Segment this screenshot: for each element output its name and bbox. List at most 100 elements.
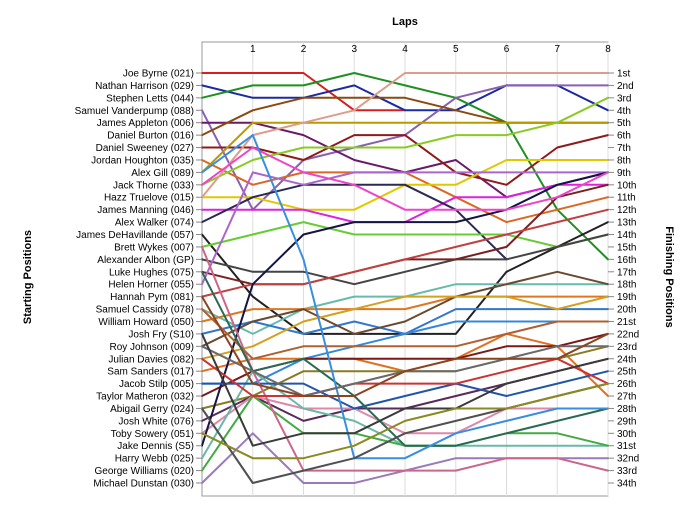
y-axis-title-right: Finishing Positions — [663, 226, 675, 327]
series-line — [201, 221, 609, 248]
starting-position-label: Jack Thorne (033) — [113, 180, 194, 191]
finishing-position-label: 22nd — [617, 329, 639, 340]
starting-position-label: James Appleton (006) — [97, 118, 194, 129]
finishing-position-label: 32nd — [617, 454, 639, 465]
x-axis-title: Laps — [392, 16, 418, 28]
x-tick-label: 6 — [504, 44, 510, 55]
finishing-position-label: 12th — [617, 205, 636, 216]
series-line — [201, 245, 609, 472]
x-tick-label: 1 — [250, 44, 256, 55]
x-tick-label: 4 — [402, 44, 408, 55]
x-tick-labels: 1 2 3 4 5 6 7 8 — [250, 44, 611, 55]
starting-position-label: Alex Walker (074) — [115, 218, 194, 229]
finishing-position-label: 19th — [617, 292, 636, 303]
series-line — [201, 270, 609, 447]
finishing-position-label: 4th — [617, 106, 631, 117]
finishing-position-label: 11th — [617, 193, 636, 204]
starting-position-label: Nathan Harrison (029) — [95, 81, 194, 92]
finishing-position-label: 9th — [617, 168, 631, 179]
starting-position-label: Alexander Albon (GP) — [97, 255, 194, 266]
finishing-position-label: 6th — [617, 131, 631, 142]
finishing-position-label: 20th — [617, 305, 636, 316]
starting-position-label: Hazz Truelove (015) — [104, 193, 194, 204]
series-line — [201, 146, 609, 211]
finishing-position-label: 24th — [617, 354, 636, 365]
series-line — [201, 134, 609, 460]
finishing-position-label: 29th — [617, 416, 636, 427]
finishing-position-label: 15th — [617, 242, 636, 253]
series-line — [201, 121, 609, 174]
finishing-position-label: 10th — [617, 180, 636, 191]
starting-position-label: George Williams (020) — [95, 466, 194, 477]
starting-position-label: Helen Horner (055) — [108, 280, 194, 291]
series-line — [201, 357, 609, 397]
finishing-position-label: 8th — [617, 155, 631, 166]
starting-position-label: Josh White (076) — [118, 416, 194, 427]
starting-position-label: Hannah Pym (081) — [110, 292, 194, 303]
starting-position-label: Roy Johnson (009) — [110, 342, 195, 353]
finishing-position-label: 31st — [617, 441, 636, 452]
finishing-position-label: 1st — [617, 69, 631, 80]
starting-position-label: Jake Dennis (S5) — [117, 441, 194, 452]
starting-position-label: Joe Byrne (021) — [123, 69, 194, 80]
starting-position-labels: Joe Byrne (021)Nathan Harrison (029)Step… — [75, 69, 202, 490]
starting-position-label: Jordan Houghton (035) — [91, 155, 194, 166]
finishing-position-label: 5th — [617, 118, 631, 129]
starting-position-label: Michael Dunstan (030) — [93, 479, 194, 490]
starting-position-label: William Howard (050) — [98, 317, 194, 328]
x-tick-label: 8 — [605, 44, 611, 55]
finishing-position-label: 26th — [617, 379, 636, 390]
starting-position-label: Sam Sanders (017) — [107, 367, 194, 378]
series-line — [201, 332, 609, 447]
series-line — [201, 270, 609, 348]
finishing-position-label: 3rd — [617, 93, 631, 104]
finishing-position-label: 2nd — [617, 81, 634, 92]
series-layer — [201, 72, 609, 484]
starting-position-label: Luke Hughes (075) — [109, 267, 194, 278]
finishing-position-label: 14th — [617, 230, 636, 241]
starting-position-label: Alex Gill (089) — [131, 168, 194, 179]
series-line — [201, 72, 609, 199]
starting-position-label: Josh Fry (S10) — [128, 329, 194, 340]
series-line — [201, 295, 609, 397]
starting-position-label: James DeHavillande (057) — [76, 230, 194, 241]
series-line — [201, 171, 609, 447]
series-line — [201, 295, 609, 360]
finishing-position-label: 7th — [617, 143, 631, 154]
x-tick-label: 7 — [554, 44, 560, 55]
finishing-position-label: 30th — [617, 429, 636, 440]
starting-position-label: Daniel Sweeney (027) — [96, 143, 194, 154]
starting-position-label: Harry Webb (025) — [115, 454, 194, 465]
starting-position-label: Toby Sowery (051) — [111, 429, 194, 440]
series-line — [201, 370, 609, 410]
finishing-position-label: 16th — [617, 255, 636, 266]
series-line — [201, 308, 609, 360]
finishing-position-label: 34th — [617, 479, 636, 490]
series-line — [201, 295, 609, 323]
finishing-position-label: 23rd — [617, 342, 637, 353]
series-line — [201, 72, 609, 261]
starting-position-label: Julian Davies (082) — [108, 354, 194, 365]
finishing-position-label: 18th — [617, 280, 636, 291]
starting-position-label: Taylor Matheron (032) — [96, 392, 194, 403]
series-line — [201, 208, 609, 298]
finishing-position-label: 28th — [617, 404, 636, 415]
y-axis-title-left: Starting Positions — [22, 230, 34, 324]
starting-position-label: James Manning (046) — [97, 205, 194, 216]
finishing-position-label: 13th — [617, 218, 636, 229]
finishing-position-label: 25th — [617, 367, 636, 378]
finishing-position-label: 27th — [617, 392, 636, 403]
starting-position-label: Stephen Letts (044) — [106, 93, 194, 104]
x-tick-label: 5 — [453, 44, 459, 55]
finishing-position-label: 33rd — [617, 466, 637, 477]
starting-position-label: Samuel Vanderpump (088) — [75, 106, 194, 117]
finishing-position-label: 21st — [617, 317, 636, 328]
series-line — [201, 320, 609, 385]
x-tick-label: 3 — [351, 44, 357, 55]
starting-position-label: Daniel Burton (016) — [107, 131, 194, 142]
finishing-position-label: 17th — [617, 267, 636, 278]
starting-position-label: Abigail Gerry (024) — [110, 404, 194, 415]
starting-position-label: Brett Wykes (007) — [114, 242, 194, 253]
